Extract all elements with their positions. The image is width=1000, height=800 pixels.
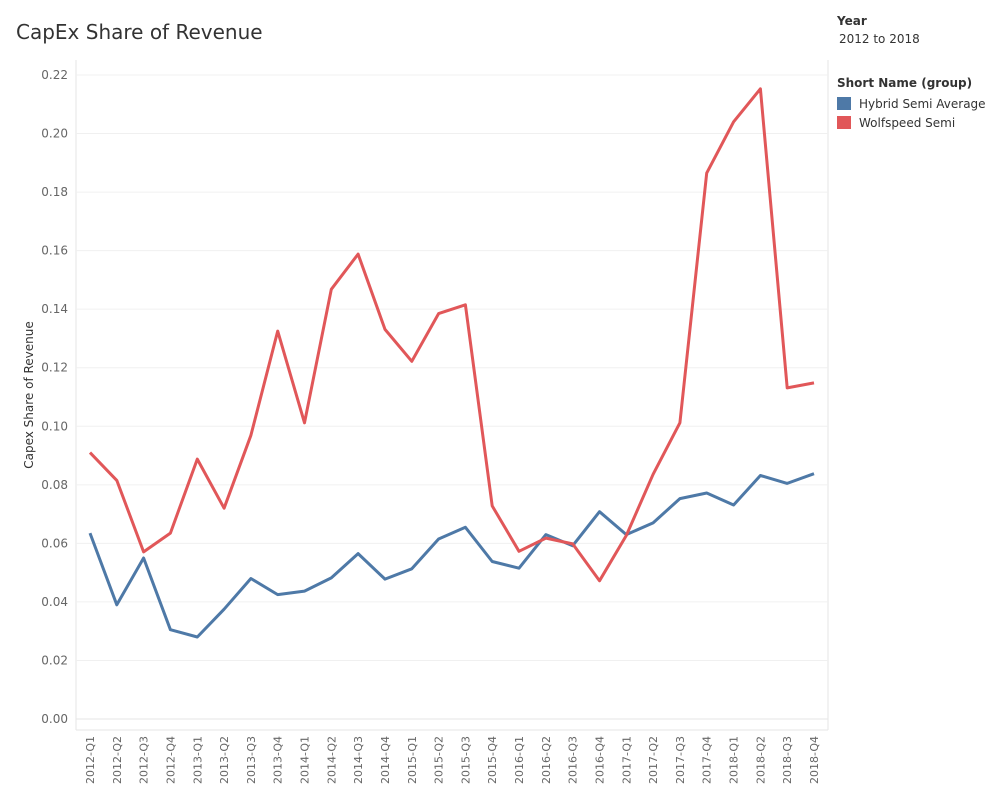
x-tick-label: 2015-Q1 <box>406 736 419 784</box>
x-tick-label: 2017-Q2 <box>647 736 660 784</box>
x-tick-label: 2012-Q4 <box>164 736 177 784</box>
x-tick-label: 2012-Q2 <box>111 736 124 784</box>
y-tick-label: 0.12 <box>41 361 68 375</box>
x-axis: 2012-Q1 2012-Q2 2012-Q3 2012-Q4 2013-Q1 2013-… <box>84 736 821 784</box>
x-tick-label: 2018-Q4 <box>808 736 821 784</box>
y-axis: 0.00 0.02 0.04 0.06 0.08 0.10 0.12 0.14 0.16 0.18… <box>41 68 68 726</box>
legend-label-hybrid: Hybrid Semi Average <box>859 96 986 111</box>
x-tick-label: 2016-Q1 <box>513 736 526 784</box>
y-tick-label: 0.22 <box>41 68 68 82</box>
y-axis-title: Capex Share of Revenue <box>22 321 36 469</box>
legend-label-wolfspeed: Wolfspeed Semi <box>859 115 956 130</box>
x-tick-label: 2015-Q2 <box>433 736 446 784</box>
x-tick-label: 2015-Q4 <box>486 736 499 784</box>
legend-item-hybrid[interactable]: Hybrid Semi Average <box>837 94 986 113</box>
x-tick-label: 2013-Q4 <box>272 736 285 784</box>
x-tick-label: 2012-Q3 <box>138 736 151 784</box>
legend: Year 2012 to 2018 Short Name (group) Hyb… <box>837 14 986 132</box>
y-tick-label: 0.18 <box>41 185 68 199</box>
x-tick-label: 2018-Q2 <box>754 736 767 784</box>
x-tick-label: 2012-Q1 <box>84 736 97 784</box>
year-filter-value[interactable]: 2012 to 2018 <box>839 32 920 46</box>
x-tick-label: 2013-Q2 <box>218 736 231 784</box>
x-tick-label: 2017-Q1 <box>620 736 633 784</box>
series-line-wolfspeed-semi[interactable] <box>88 87 815 583</box>
x-tick-label: 2018-Q1 <box>728 736 741 784</box>
x-tick-label: 2016-Q2 <box>540 736 553 784</box>
series-lines[interactable] <box>88 87 815 639</box>
x-tick-label: 2014-Q4 <box>379 736 392 784</box>
x-tick-label: 2017-Q3 <box>674 736 687 784</box>
y-tick-label: 0.10 <box>41 419 68 433</box>
x-tick-label: 2013-Q1 <box>191 736 204 784</box>
x-tick-label: 2014-Q3 <box>352 736 365 784</box>
y-tick-label: 0.14 <box>41 302 68 316</box>
grid-lines <box>75 60 829 731</box>
y-tick-label: 0.02 <box>41 653 68 667</box>
x-tick-label: 2013-Q3 <box>245 736 258 784</box>
x-tick-label: 2017-Q4 <box>701 736 714 784</box>
x-tick-label: 2014-Q1 <box>299 736 312 784</box>
y-tick-label: 0.20 <box>41 127 68 141</box>
y-tick-label: 0.06 <box>41 536 68 550</box>
y-tick-label: 0.00 <box>41 712 68 726</box>
x-tick-label: 2014-Q2 <box>325 736 338 784</box>
x-tick-label: 2018-Q3 <box>781 736 794 784</box>
legend-swatch-hybrid <box>837 97 851 110</box>
x-tick-label: 2015-Q3 <box>459 736 472 784</box>
y-tick-label: 0.16 <box>41 244 68 258</box>
legend-group-title: Short Name (group) <box>837 76 973 90</box>
legend-swatch-wolfspeed <box>837 116 851 129</box>
y-tick-label: 0.04 <box>41 595 68 609</box>
chart-title: CapEx Share of Revenue <box>16 20 263 44</box>
x-tick-label: 2016-Q4 <box>593 736 606 784</box>
x-tick-label: 2016-Q3 <box>567 736 580 784</box>
y-tick-label: 0.08 <box>41 478 68 492</box>
year-filter-title: Year <box>837 14 867 28</box>
series-line-hybrid-semi-average[interactable] <box>88 472 815 639</box>
legend-item-wolfspeed[interactable]: Wolfspeed Semi <box>837 113 986 132</box>
